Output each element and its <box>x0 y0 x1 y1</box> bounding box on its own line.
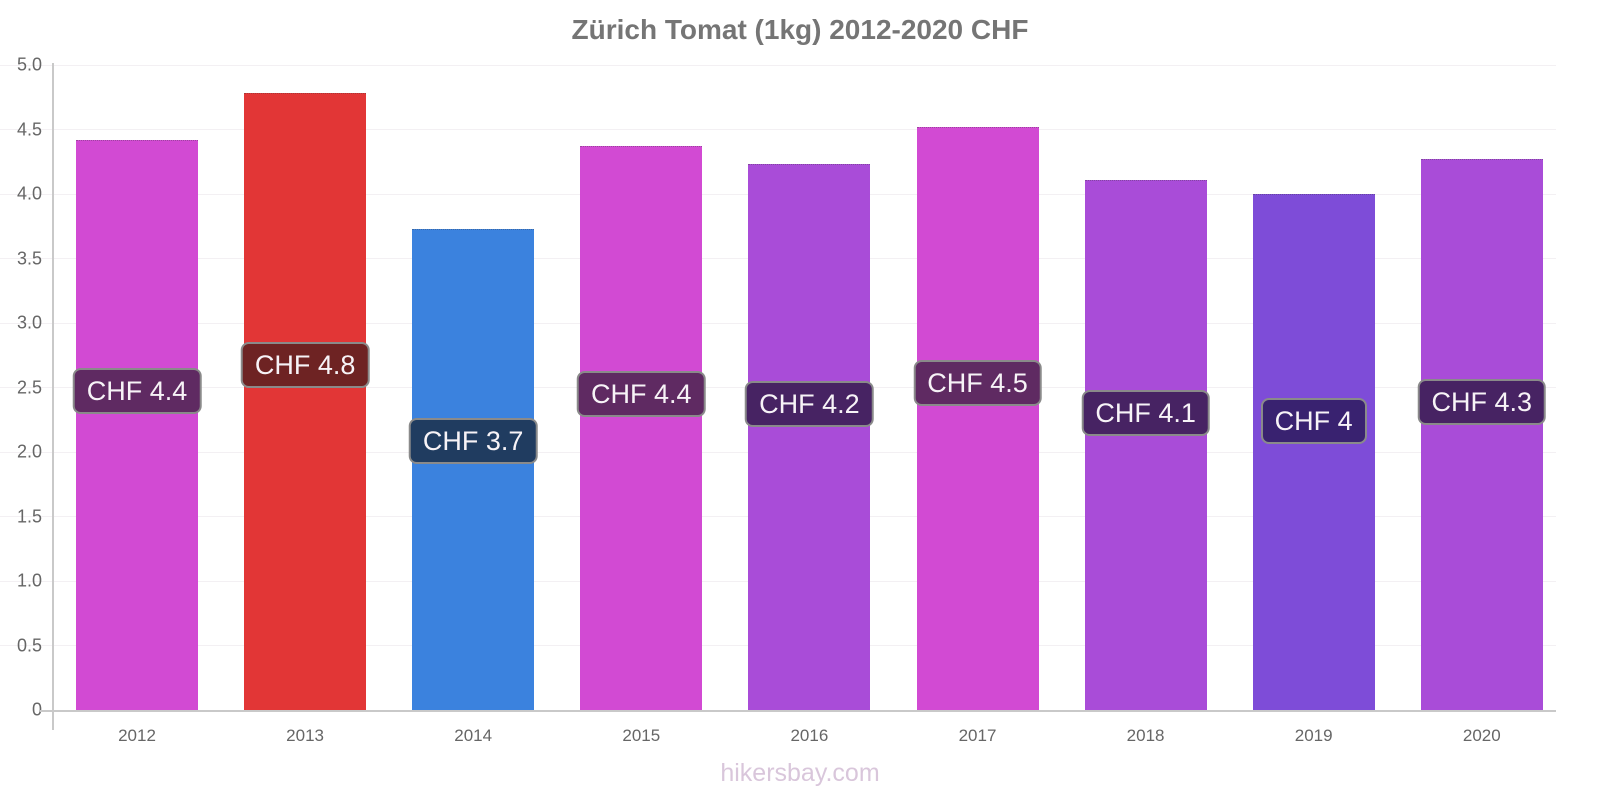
bar-2018 <box>1084 179 1207 711</box>
gridline <box>0 64 1556 66</box>
bar-2014 <box>412 228 535 711</box>
x-axis-tick-label-2016: 2016 <box>790 726 829 745</box>
bar-2012 <box>76 139 198 711</box>
bar-2017 <box>916 126 1039 711</box>
bar-2019 <box>1252 194 1375 711</box>
bar-value-label-2012: CHF 4.4 <box>72 367 202 414</box>
y-axis-tick-label: 2.5 <box>16 377 42 397</box>
x-axis-tick-label-2015: 2015 <box>622 726 661 745</box>
x-axis-tick-label-2020: 2020 <box>1462 726 1501 745</box>
x-axis-tick-label-2014: 2014 <box>454 726 493 745</box>
y-axis-tick-label: 0 <box>31 699 42 720</box>
x-axis-tick-label-2017: 2017 <box>958 726 997 745</box>
y-axis-tick-label: 5.0 <box>16 54 42 75</box>
bar-2020 <box>1420 159 1543 711</box>
bar-2016 <box>748 164 871 711</box>
y-axis-tick-label: 3.0 <box>16 312 42 333</box>
bar-2015 <box>580 146 703 711</box>
bar-value-label-2018: CHF 4.1 <box>1081 390 1210 437</box>
bar-value-label-2019: CHF 4 <box>1260 398 1367 445</box>
y-axis-tick-label: 1.5 <box>16 506 42 526</box>
y-axis-tick-label: 0.5 <box>16 635 42 655</box>
bar-value-label-2020: CHF 4.3 <box>1417 378 1547 425</box>
watermark: hikersbay.com <box>720 759 880 787</box>
y-axis-tick-label: 2.0 <box>16 441 42 462</box>
gridline <box>0 129 1556 130</box>
bar-value-label-2013: CHF 4.8 <box>240 341 370 388</box>
bar-value-label-2016: CHF 4.2 <box>745 381 874 428</box>
x-axis-line <box>40 710 1556 712</box>
bar-value-label-2017: CHF 4.5 <box>913 360 1042 407</box>
x-axis-tick-label-2013: 2013 <box>286 726 325 745</box>
y-axis-tick-label: 4.5 <box>16 119 42 139</box>
bar-2013 <box>244 93 367 711</box>
y-axis-tick-label: 4.0 <box>16 183 42 204</box>
y-axis-tick-label: 1.0 <box>16 570 42 591</box>
chart-title: Zürich Tomat (1kg) 2012-2020 CHF <box>571 14 1029 45</box>
y-axis-tick-label: 3.5 <box>16 248 42 268</box>
bar-value-label-2014: CHF 3.7 <box>408 417 538 464</box>
x-axis-tick-label-2012: 2012 <box>118 726 156 745</box>
x-axis-tick-label-2019: 2019 <box>1294 726 1333 745</box>
y-axis-line <box>52 63 54 730</box>
x-axis-tick-label-2018: 2018 <box>1126 726 1165 745</box>
bar-value-label-2015: CHF 4.4 <box>577 371 706 418</box>
